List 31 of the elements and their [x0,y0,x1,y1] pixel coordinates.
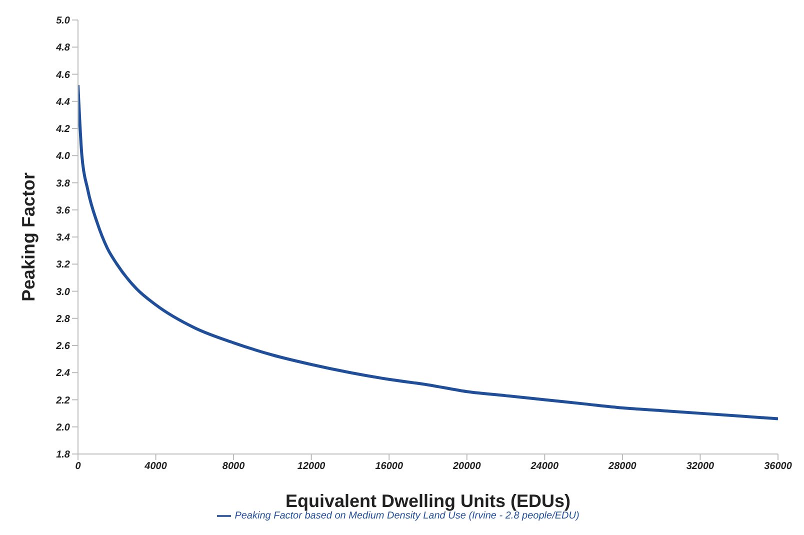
y-tick-label: 3.4 [56,232,70,244]
y-tick-label: 3.6 [56,205,70,216]
y-tick-label: 4.0 [55,151,70,162]
y-tick-label: 3.2 [56,260,70,271]
y-tick-label: 4.2 [55,124,70,136]
x-tick-label: 12000 [297,461,326,472]
x-tick-label: 8000 [222,461,246,472]
line-series [78,84,778,420]
y-tick-label: 2.8 [55,314,70,325]
y-tick-label: 4.6 [55,70,70,81]
x-tick-label: 28000 [608,461,637,472]
x-tick-label: 36000 [764,461,792,472]
x-tick-label: 16000 [375,461,404,472]
x-tick-label: 4000 [144,461,168,472]
y-tick-label: 2.4 [55,368,70,380]
y-tick-label: 3.8 [56,178,70,190]
y-tick-label: 2.6 [55,341,70,352]
y-axis-title: Peaking Factor [18,172,38,302]
y-tick-label: 1.8 [56,450,70,461]
x-tick-label: 24000 [530,461,560,472]
y-tick-label: 4.4 [55,96,70,108]
x-tick-label: 32000 [686,461,715,472]
y-tick-label: 2.0 [55,422,70,434]
legend-label: Peaking Factor based on Medium Density Land Use (Irvine - 2.8 people/EDU) [234,510,580,522]
y-tick-label: 5.0 [56,16,70,27]
y-tick-label: 3.0 [56,286,70,298]
y-tick-label: 4.8 [55,42,70,54]
x-tick-label: 0 [75,461,82,472]
x-axis-title: Equivalent Dwelling Units (EDUs) [285,491,571,511]
x-tick-label: 20000 [452,461,482,472]
y-tick-label: 2.2 [55,395,70,406]
